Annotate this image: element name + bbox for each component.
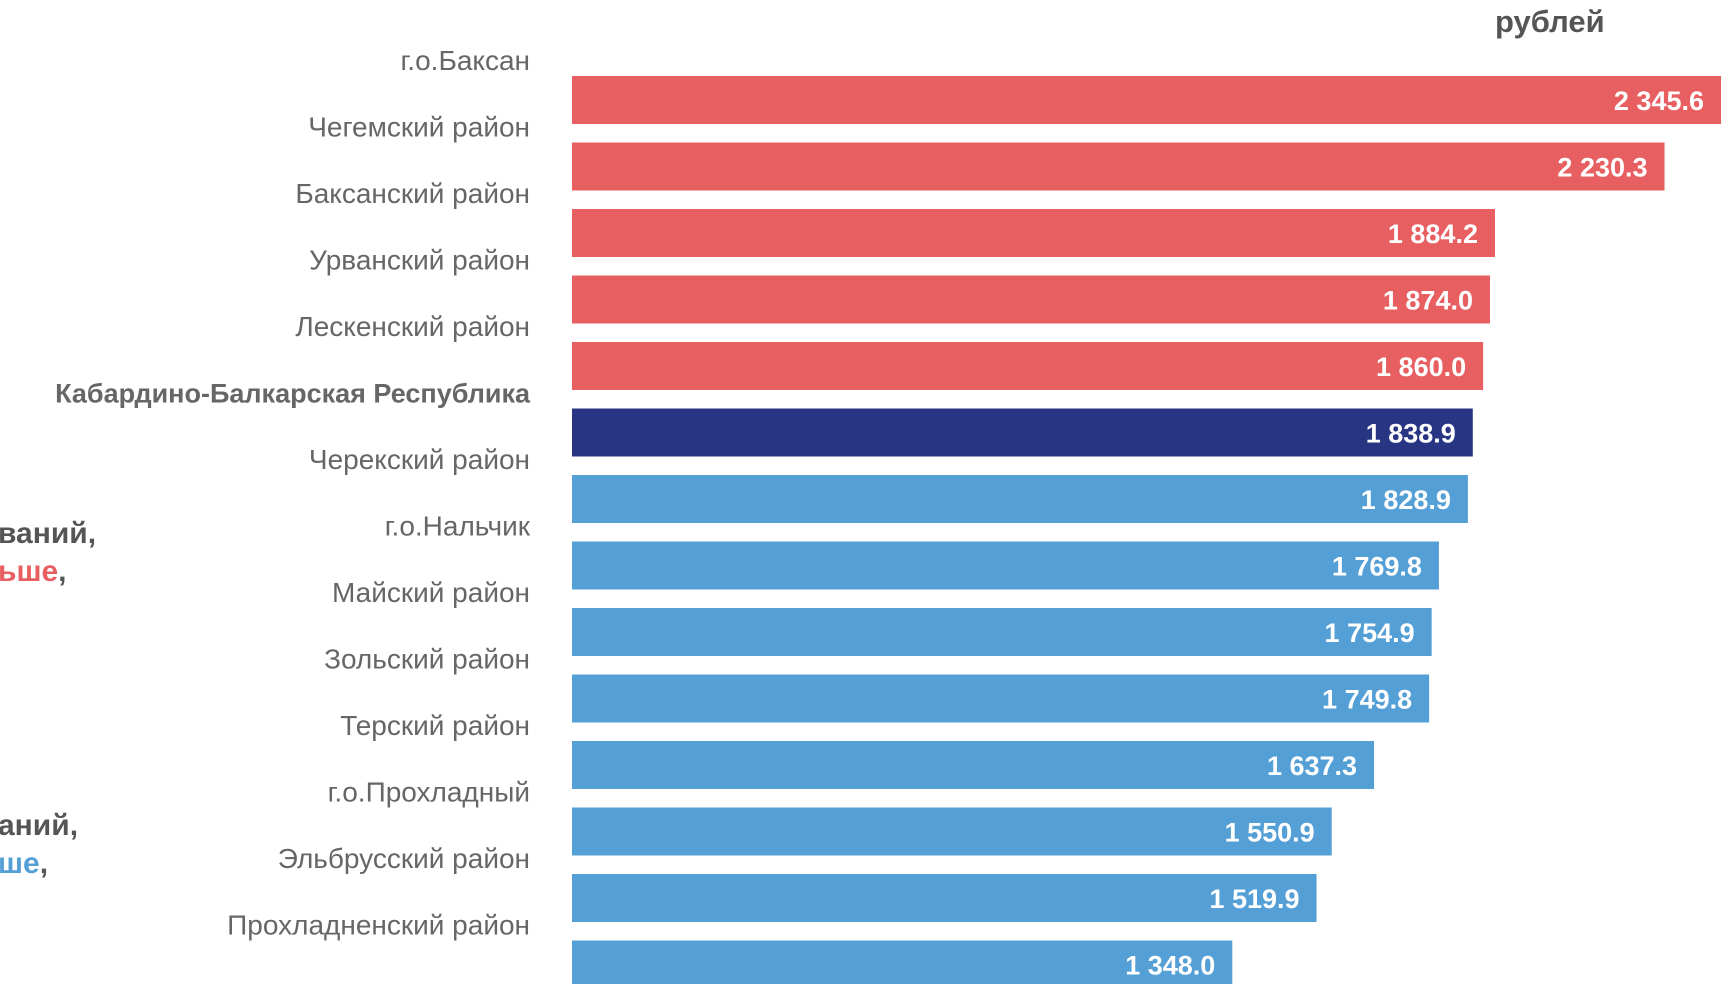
category-label-чегемский-район: Чегемский район [308, 112, 530, 143]
category-label-зольский-район: Зольский район [324, 644, 530, 675]
value-label-лескенский-район: 1 860.0 [1376, 352, 1466, 382]
bar-г-о-прохладный [572, 807, 1332, 856]
value-label-баксанский-район: 1 884.2 [1388, 219, 1478, 249]
bar-г-о-нальчик [572, 541, 1439, 590]
category-label-баксанский-район: Баксанский район [295, 178, 530, 209]
category-label-г-о-прохладный: г.о.Прохладный [328, 777, 530, 808]
category-label-кабардино-балкарская-республика: Кабардино-Балкарская Республика [55, 379, 531, 409]
value-label-черекский-район: 1 828.9 [1361, 485, 1451, 515]
unit-label: рублей [1495, 4, 1605, 39]
value-label-кабардино-балкарская-республика: 1 838.9 [1366, 419, 1456, 449]
legend-above-line1: ваний, [0, 517, 97, 550]
value-label-г-о-нальчик: 1 769.8 [1332, 552, 1422, 582]
bar-зольский-район [572, 674, 1430, 723]
legend-above-fragment: ваний, ьше, [0, 515, 96, 591]
category-label-г-о-нальчик: г.о.Нальчик [385, 511, 531, 542]
legend-below-line1: аний, [0, 809, 79, 842]
bar-кабардино-балкарская-республика [572, 408, 1473, 457]
legend-above-word: ьше [0, 555, 59, 588]
bar-чегемский-район [572, 142, 1665, 191]
bar-г-о-баксан [572, 76, 1721, 124]
legend-above-comma: , [58, 555, 67, 588]
value-label-г-о-баксан: 2 345.6 [1614, 86, 1704, 116]
bar-прохладненский-район [572, 940, 1233, 984]
value-label-терский-район: 1 637.3 [1267, 751, 1357, 781]
bar-баксанский-район [572, 209, 1495, 257]
legend-below-comma: , [39, 847, 49, 880]
category-label-майский-район: Майский район [332, 577, 530, 608]
legend-below-word: ше [0, 847, 40, 880]
value-label-урванский-район: 1 874.0 [1383, 286, 1473, 316]
bar-эльбрусский-район [572, 874, 1317, 922]
value-label-чегемский-район: 2 230.3 [1557, 153, 1647, 183]
value-label-эльбрусский-район: 1 519.9 [1209, 884, 1299, 914]
bar-черекский-район [572, 475, 1468, 523]
bar-лескенский-район [572, 342, 1484, 390]
value-label-г-о-прохладный: 1 550.9 [1225, 818, 1315, 848]
bar-урванский-район [572, 275, 1490, 324]
category-label-урванский-район: Урванский район [309, 245, 530, 276]
category-label-черекский-район: Черекский район [309, 444, 530, 475]
category-label-прохладненский-район: Прохладненский район [227, 910, 530, 941]
legend-below-fragment: аний, ше, [0, 807, 78, 883]
category-label-терский-район: Терский район [340, 710, 530, 741]
category-label-г-о-баксан: г.о.Баксан [401, 45, 530, 76]
value-label-зольский-район: 1 749.8 [1322, 685, 1412, 715]
category-label-эльбрусский-район: Эльбрусский район [278, 843, 530, 874]
value-label-прохладненский-район: 1 348.0 [1125, 951, 1215, 981]
category-label-лескенский-район: Лескенский район [295, 311, 530, 342]
value-label-майский-район: 1 754.9 [1325, 618, 1415, 648]
bar-майский-район [572, 608, 1432, 656]
bar-терский-район [572, 741, 1375, 789]
